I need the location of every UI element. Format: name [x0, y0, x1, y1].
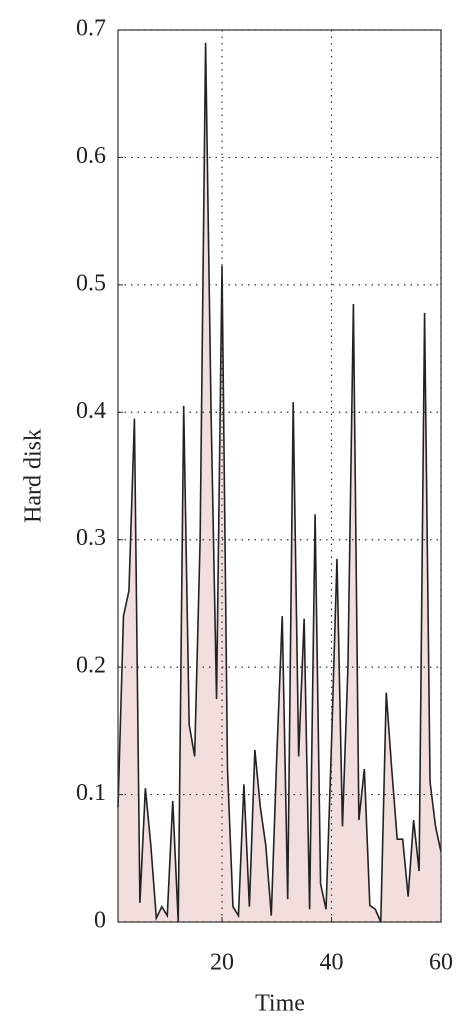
y-tick-label: 0 — [94, 908, 106, 934]
y-tick-label: 0.4 — [76, 398, 106, 424]
plot-frame — [117, 29, 442, 923]
y-tick-label: 0.7 — [76, 16, 106, 42]
x-tick-label: 20 — [210, 950, 234, 976]
y-tick-label: 0.1 — [76, 780, 106, 806]
y-tick-label: 0.5 — [76, 270, 106, 296]
x-tick-label: 40 — [320, 950, 344, 976]
y-axis-label: Hard disk — [21, 429, 47, 523]
line — [117, 42, 442, 923]
area — [118, 42, 441, 922]
x-tick-label: 60 — [429, 950, 453, 976]
y-tick-label: 0.3 — [76, 525, 106, 551]
y-tick-label: 0.2 — [76, 653, 106, 679]
x-axis-label: Time — [255, 991, 305, 1017]
y-tick-label: 0.6 — [76, 143, 106, 169]
